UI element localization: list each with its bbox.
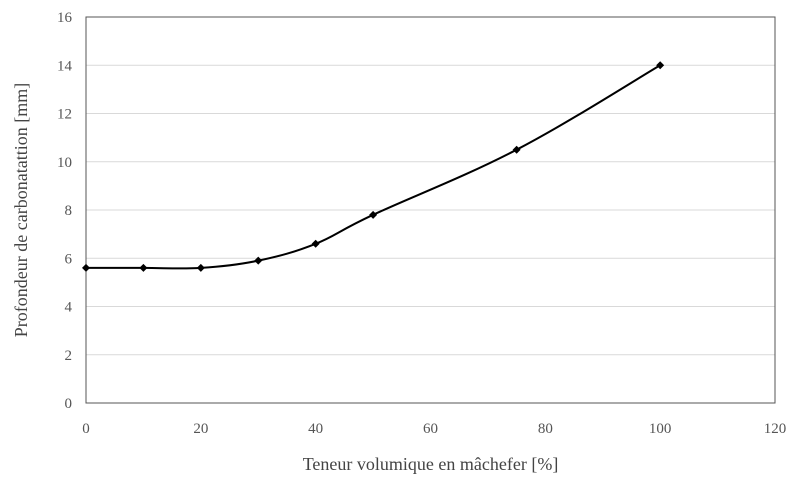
data-point-marker: [139, 263, 148, 272]
x-tick-label: 120: [764, 421, 787, 437]
y-tick-label: 0: [65, 396, 73, 412]
y-tick-label: 6: [65, 251, 73, 267]
x-tick-label: 0: [82, 421, 90, 437]
data-point-marker: [512, 145, 521, 154]
plot-area-frame: [85, 16, 776, 404]
data-point-marker: [196, 263, 205, 272]
y-tick-label: 10: [57, 155, 72, 171]
y-tick-label: 4: [65, 300, 73, 316]
y-axis-title: Profondeur de carbonatattion [mm]: [11, 83, 31, 337]
y-tick-label: 2: [65, 348, 73, 364]
data-point-marker: [254, 256, 263, 265]
x-tick-label: 20: [193, 421, 208, 437]
data-point-marker: [82, 263, 90, 272]
x-axis-title: Teneur volumique en mâchefer [%]: [303, 454, 559, 474]
grid-layer: [86, 64, 775, 356]
series-layer: [82, 61, 665, 272]
x-tick-label: 40: [308, 421, 323, 437]
data-point-marker: [369, 210, 378, 219]
x-tick-label: 80: [538, 421, 553, 437]
data-point-marker: [311, 239, 320, 248]
y-tick-label: 8: [65, 203, 73, 219]
data-point-marker: [656, 61, 665, 70]
y-tick-label: 14: [57, 58, 73, 74]
x-tick-label: 60: [423, 421, 438, 437]
series-line-0: [86, 64, 661, 270]
y-axis-ticks: 0 2 4 6 8 10 12 14 16: [57, 10, 73, 412]
y-tick-label: 16: [57, 10, 73, 26]
x-tick-label: 100: [649, 421, 672, 437]
x-axis-ticks: 0 20 40 60 80 100 120: [82, 421, 786, 437]
y-tick-label: 12: [57, 107, 72, 123]
